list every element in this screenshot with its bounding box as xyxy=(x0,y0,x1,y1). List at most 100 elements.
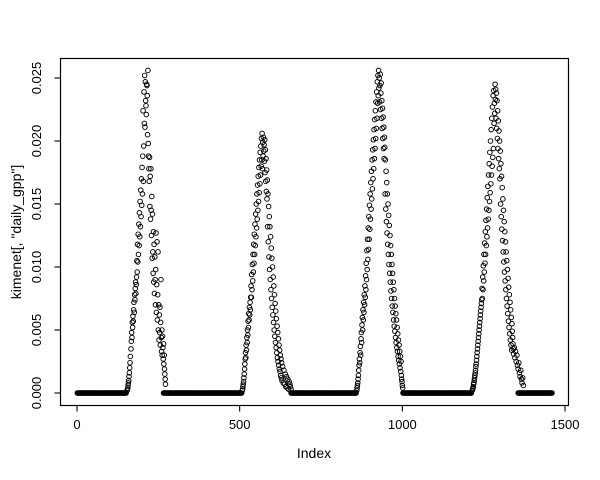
data-point xyxy=(359,314,366,321)
data-point xyxy=(482,251,489,258)
data-point xyxy=(389,261,395,268)
data-point xyxy=(497,148,504,154)
data-point xyxy=(152,302,159,308)
data-point xyxy=(372,107,379,114)
data-point xyxy=(390,317,397,323)
data-point xyxy=(384,230,390,236)
data-point xyxy=(520,382,527,389)
data-point xyxy=(393,310,399,317)
data-point xyxy=(491,110,498,117)
data-point xyxy=(381,124,387,130)
data-point xyxy=(355,376,361,382)
data-point xyxy=(140,107,146,114)
data-point xyxy=(488,126,494,133)
data-point xyxy=(392,303,398,309)
data-point xyxy=(275,336,282,342)
data-point xyxy=(518,376,525,382)
data-point xyxy=(354,385,360,391)
data-point xyxy=(252,242,259,249)
data-point xyxy=(268,286,274,293)
data-point xyxy=(395,353,401,360)
data-point xyxy=(484,233,490,240)
data-point xyxy=(157,319,164,326)
data-point xyxy=(240,383,246,390)
data-point xyxy=(153,230,159,236)
data-point xyxy=(516,359,522,366)
data-point xyxy=(396,342,402,348)
data-point xyxy=(474,353,480,360)
data-point xyxy=(160,344,166,351)
data-point xyxy=(138,213,144,220)
data-point xyxy=(397,368,404,375)
data-point xyxy=(358,339,365,346)
data-point xyxy=(126,365,133,371)
data-point xyxy=(270,319,277,326)
data-point xyxy=(152,276,158,283)
data-point xyxy=(158,334,165,341)
data-point xyxy=(362,273,369,279)
data-point xyxy=(478,300,485,307)
data-point xyxy=(505,284,512,290)
data-point xyxy=(130,307,137,313)
data-point xyxy=(363,276,370,283)
data-point xyxy=(138,202,145,209)
data-point xyxy=(142,124,148,130)
data-point xyxy=(265,191,271,197)
data-point xyxy=(499,184,505,191)
data-point xyxy=(488,181,494,187)
data-point xyxy=(133,290,139,297)
data-point xyxy=(151,290,158,297)
data-point xyxy=(274,329,281,336)
data-point xyxy=(149,211,156,217)
data-point xyxy=(481,269,488,275)
data-point xyxy=(124,385,131,391)
data-point xyxy=(137,233,143,240)
x-tick-label: 1000 xyxy=(388,417,417,432)
data-point xyxy=(161,361,167,367)
data-point xyxy=(256,157,263,163)
data-point xyxy=(501,259,507,265)
data-point xyxy=(262,147,269,153)
data-point xyxy=(487,189,493,196)
data-point xyxy=(141,89,147,95)
data-point xyxy=(141,72,148,79)
x-tick-label: 500 xyxy=(229,417,251,432)
data-point xyxy=(360,307,366,313)
data-point xyxy=(241,366,248,372)
data-point xyxy=(261,136,268,143)
data-point xyxy=(385,212,392,219)
data-point xyxy=(379,97,385,104)
data-point xyxy=(471,375,478,381)
data-point xyxy=(368,206,374,212)
data-point xyxy=(493,90,500,96)
data-point xyxy=(240,381,247,387)
data-point xyxy=(246,312,253,318)
data-point xyxy=(271,291,278,298)
data-point xyxy=(267,223,273,230)
data-point xyxy=(506,324,512,331)
data-point xyxy=(491,120,497,127)
data-point xyxy=(156,312,163,318)
plot-border xyxy=(59,57,570,407)
data-point xyxy=(498,213,505,220)
data-point xyxy=(162,371,168,377)
data-point xyxy=(264,223,271,230)
y-tick-label: 0.000 xyxy=(29,377,44,410)
data-point xyxy=(267,233,274,240)
data-point xyxy=(505,318,512,324)
data-point xyxy=(287,383,294,390)
data-point xyxy=(365,256,371,263)
data-point xyxy=(485,183,491,190)
data-point xyxy=(146,165,152,172)
data-point xyxy=(135,251,142,258)
y-axis-title: kimenet[, "daily_gpp"] xyxy=(8,164,24,300)
data-point xyxy=(359,322,365,328)
data-point xyxy=(497,201,504,207)
data-point xyxy=(507,299,513,306)
data-point xyxy=(136,242,142,249)
data-point xyxy=(486,207,492,214)
data-point xyxy=(366,236,372,243)
data-point xyxy=(394,324,400,331)
data-points xyxy=(74,67,555,396)
data-point xyxy=(250,251,256,258)
